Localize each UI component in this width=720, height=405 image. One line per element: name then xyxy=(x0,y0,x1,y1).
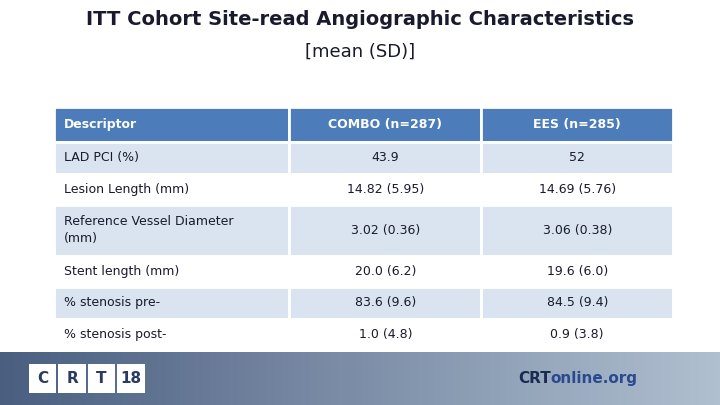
Text: C: C xyxy=(37,371,48,386)
Text: 14.82 (5.95): 14.82 (5.95) xyxy=(346,183,424,196)
Text: 20.0 (6.2): 20.0 (6.2) xyxy=(354,265,416,278)
Text: Reference Vessel Diameter
(mm): Reference Vessel Diameter (mm) xyxy=(64,215,233,245)
Text: 1.0 (4.8): 1.0 (4.8) xyxy=(359,328,412,341)
Text: ITT Cohort Site-read Angiographic Characteristics: ITT Cohort Site-read Angiographic Charac… xyxy=(86,10,634,29)
Text: 0.9 (3.8): 0.9 (3.8) xyxy=(551,328,604,341)
Text: % stenosis post-: % stenosis post- xyxy=(64,328,166,341)
Text: Lesion Length (mm): Lesion Length (mm) xyxy=(64,183,189,196)
Text: COMBO (n=287): COMBO (n=287) xyxy=(328,118,442,131)
Text: Descriptor: Descriptor xyxy=(64,118,138,131)
Text: R: R xyxy=(66,371,78,386)
Text: 52: 52 xyxy=(570,151,585,164)
Text: LAD PCI (%): LAD PCI (%) xyxy=(64,151,139,164)
Text: 3.02 (0.36): 3.02 (0.36) xyxy=(351,224,420,237)
Text: 84.5 (9.4): 84.5 (9.4) xyxy=(546,296,608,309)
Text: CRT: CRT xyxy=(518,371,551,386)
Text: 43.9: 43.9 xyxy=(372,151,399,164)
Text: Stent length (mm): Stent length (mm) xyxy=(64,265,179,278)
Text: 19.6 (6.0): 19.6 (6.0) xyxy=(546,265,608,278)
Text: 14.69 (5.76): 14.69 (5.76) xyxy=(539,183,616,196)
Text: [mean (SD)]: [mean (SD)] xyxy=(305,43,415,60)
Text: 83.6 (9.6): 83.6 (9.6) xyxy=(355,296,416,309)
Text: online.org: online.org xyxy=(551,371,638,386)
Text: EES (n=285): EES (n=285) xyxy=(534,118,621,131)
Text: 18: 18 xyxy=(120,371,142,386)
Text: 3.06 (0.38): 3.06 (0.38) xyxy=(543,224,612,237)
Text: % stenosis pre-: % stenosis pre- xyxy=(64,296,161,309)
Text: T: T xyxy=(96,371,107,386)
